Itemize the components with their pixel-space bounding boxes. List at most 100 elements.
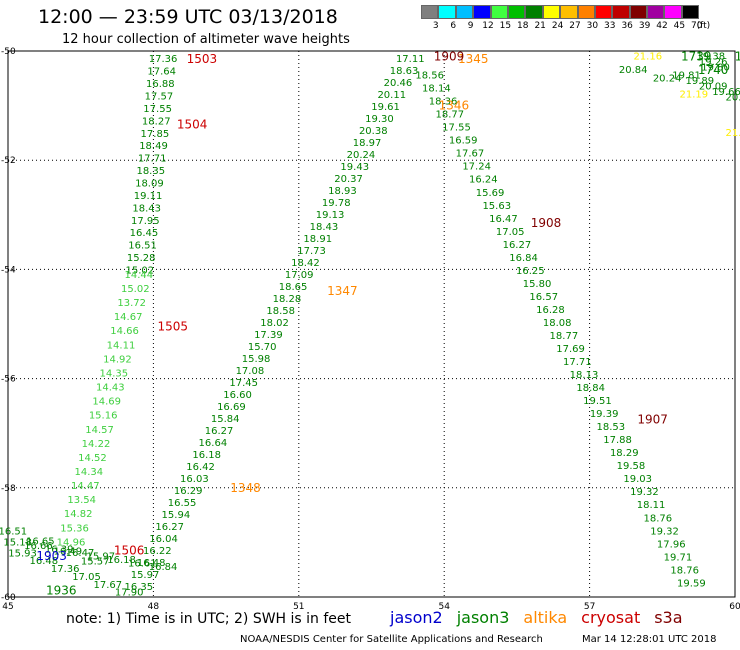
satellite-key: jason2 jason3 altika cryosat s3a [390, 608, 697, 627]
wave-height-value: 17.71 [563, 357, 592, 368]
wave-height-value: 15.63 [482, 201, 511, 212]
wave-height-value: 16.59 [449, 136, 478, 147]
satellite-cryosat: cryosat [581, 608, 641, 627]
wave-height-value: 16.39 [45, 544, 74, 555]
wave-height-value: 14.11 [107, 340, 136, 351]
wave-height-value: 16.49 [53, 547, 82, 558]
wave-height-value: 18.49 [139, 141, 168, 152]
wave-height-value: 14.35 [100, 368, 129, 379]
pass-number-label: 1504 [177, 118, 208, 132]
wave-height-value: 16.48 [137, 558, 166, 569]
wave-height-value: 16.65 [26, 536, 55, 547]
wave-height-value: 16.88 [146, 79, 175, 90]
map-grid [7, 50, 736, 598]
wave-height-value: 16.28 [536, 305, 565, 316]
y-tick-label: -60 [1, 593, 16, 603]
wave-height-value: 15.28 [127, 253, 156, 264]
legend-swatch [455, 5, 474, 19]
wave-height-value: 13.54 [67, 495, 96, 506]
legend-label: 33 [604, 21, 616, 31]
wave-height-value: 18.43 [132, 203, 161, 214]
x-tick-label: 51 [293, 602, 304, 612]
wave-height-value: 18.93 [328, 186, 357, 197]
wave-height-value: 21.16 [633, 51, 662, 62]
wave-height-value: 17.88 [603, 435, 632, 446]
wave-height-value: 18.56 [415, 71, 444, 82]
pass-number-label: 1903 [36, 549, 67, 563]
legend-label: 15 [499, 21, 512, 31]
wave-height-value: 17.64 [147, 67, 176, 78]
wave-height-value: 18.76 [644, 513, 673, 524]
wave-height-value: 19.32 [650, 526, 679, 537]
pass-number-label: 1503 [187, 52, 218, 66]
legend-swatch [629, 5, 648, 19]
wave-height-value: 14.43 [96, 383, 125, 394]
legend-label: 21 [534, 21, 546, 31]
legend-swatch [473, 5, 491, 19]
wave-height-value: 16.69 [217, 402, 246, 413]
wave-height-value: 15.70 [248, 342, 277, 353]
wave-height-value: 17.95 [131, 216, 160, 227]
wave-height-value: 20.84 [619, 65, 648, 76]
pass-number-label: 1909 [434, 49, 465, 63]
wave-height-value: 15.57 [81, 557, 110, 568]
wave-height-value: 18.08 [543, 318, 572, 329]
legend-label: 12 [482, 21, 494, 31]
wave-height-value: 15.36 [60, 523, 89, 534]
legend-swatch [664, 5, 682, 19]
pass-number-label: 1506 [114, 544, 145, 558]
wave-height-value: 19.03 [623, 474, 652, 485]
satellite-s3a: s3a [654, 608, 683, 627]
wave-height-value: 16.42 [186, 462, 215, 473]
wave-height-value: 20.11 [377, 90, 406, 101]
wave-height-value: 19.58 [617, 461, 646, 472]
wave-height-value: 16.47 [66, 548, 95, 559]
wave-height-value: 15.84 [211, 414, 240, 425]
legend-color-bar [421, 5, 700, 19]
wave-height-value: 17.73 [297, 246, 326, 257]
legend-swatch [612, 5, 630, 19]
wave-height-value: 14.67 [114, 312, 143, 323]
wave-height-value: 18.36 [429, 97, 458, 108]
wave-height-value: 15.97 [86, 551, 115, 562]
wave-height-value: 17.39 [254, 330, 283, 341]
page-subtitle: 12 hour collection of altimeter wave hei… [62, 32, 350, 47]
wave-height-value: 18.28 [273, 294, 302, 305]
wave-height-value: 14.22 [82, 439, 111, 450]
wave-height-value: 14.82 [64, 509, 93, 520]
legend-swatch [525, 5, 543, 19]
x-tick-label: 45 [2, 602, 13, 612]
wave-height-value: 16.51 [0, 526, 27, 537]
wave-height-value: 17.96 [657, 539, 686, 550]
pass-number-label: 17 [735, 49, 740, 63]
wave-height-value: 19.13 [316, 210, 345, 221]
wave-height-value: 18.84 [576, 383, 605, 394]
x-tick-label: 54 [438, 602, 450, 612]
wave-height-value: 15.98 [242, 354, 271, 365]
wave-height-value: 17.11 [396, 54, 425, 65]
wave-height-value: 20.38 [359, 126, 388, 137]
wave-height-value: 14.66 [110, 326, 139, 337]
wave-height-value: 17.09 [285, 270, 314, 281]
wave-height-value: 21.19 [679, 90, 708, 101]
wave-height-value: 16.27 [205, 426, 234, 437]
wave-height-value: 16.45 [130, 228, 159, 239]
wave-height-value: 18.97 [353, 138, 382, 149]
wave-height-value: 19.11 [134, 191, 163, 202]
x-tick-label: 60 [729, 602, 740, 612]
wave-height-value: 18.43 [310, 222, 339, 233]
wave-height-value: 19.38 [696, 51, 725, 62]
legend-swatch [421, 5, 439, 19]
wave-height-value: 16.48 [30, 556, 59, 567]
wave-height-value: 17.05 [72, 572, 101, 583]
wave-height-value: 19.78 [322, 198, 351, 209]
track-A2: 14.44 15.02 13.72 14.67 14.66 14.11 14.92 14.35… [57, 270, 153, 549]
wave-height-value: 16.24 [469, 175, 498, 186]
wave-height-value: 16.27 [503, 240, 532, 251]
wave-height-value: 14.69 [92, 397, 121, 408]
wave-height-value: 20.24 [653, 73, 682, 84]
wave-height-value: 17.67 [456, 149, 485, 160]
wave-height-value: 15.02 [126, 265, 155, 276]
wave-height-value: 15.18 [3, 537, 32, 548]
